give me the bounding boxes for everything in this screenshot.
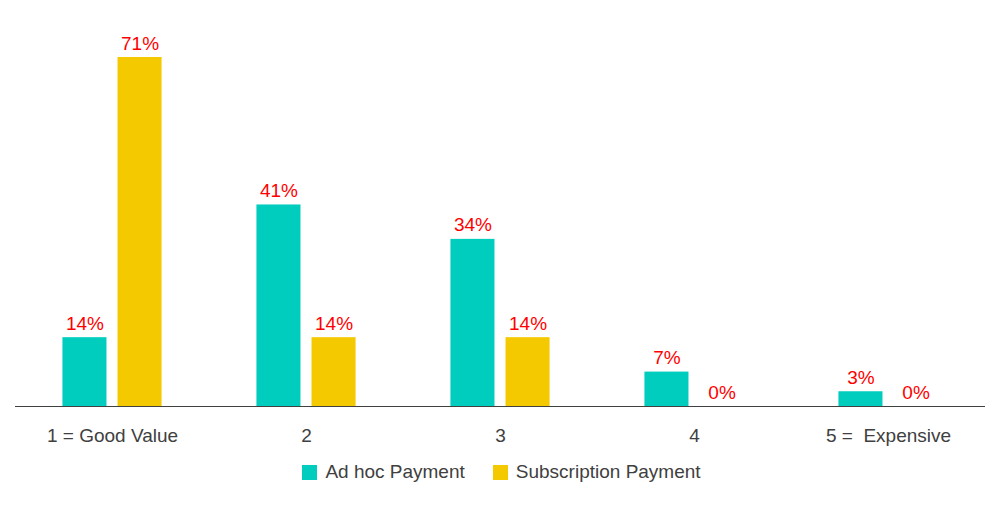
svg-text:14%: 14%	[509, 313, 547, 334]
svg-text:4: 4	[689, 425, 700, 446]
svg-text:0%: 0%	[708, 382, 736, 403]
svg-text:3: 3	[495, 425, 506, 446]
svg-text:14%: 14%	[66, 313, 104, 334]
svg-text:34%: 34%	[454, 214, 492, 235]
svg-text:5 = Expensive: 5 = Expensive	[826, 425, 951, 446]
svg-text:14%: 14%	[315, 313, 353, 334]
svg-text:3%: 3%	[847, 367, 875, 388]
svg-text:7%: 7%	[653, 347, 681, 368]
svg-text:0%: 0%	[902, 382, 930, 403]
html-text:Ad hoc Payment: Ad hoc Payment	[325, 461, 465, 482]
svg-text:2: 2	[301, 425, 312, 446]
svg-text:41%: 41%	[260, 180, 298, 201]
svg-text:71%: 71%	[121, 33, 159, 54]
svg-text:1 = Good Value: 1 = Good Value	[47, 425, 178, 446]
html-text:Subscription Payment: Subscription Payment	[515, 461, 701, 482]
